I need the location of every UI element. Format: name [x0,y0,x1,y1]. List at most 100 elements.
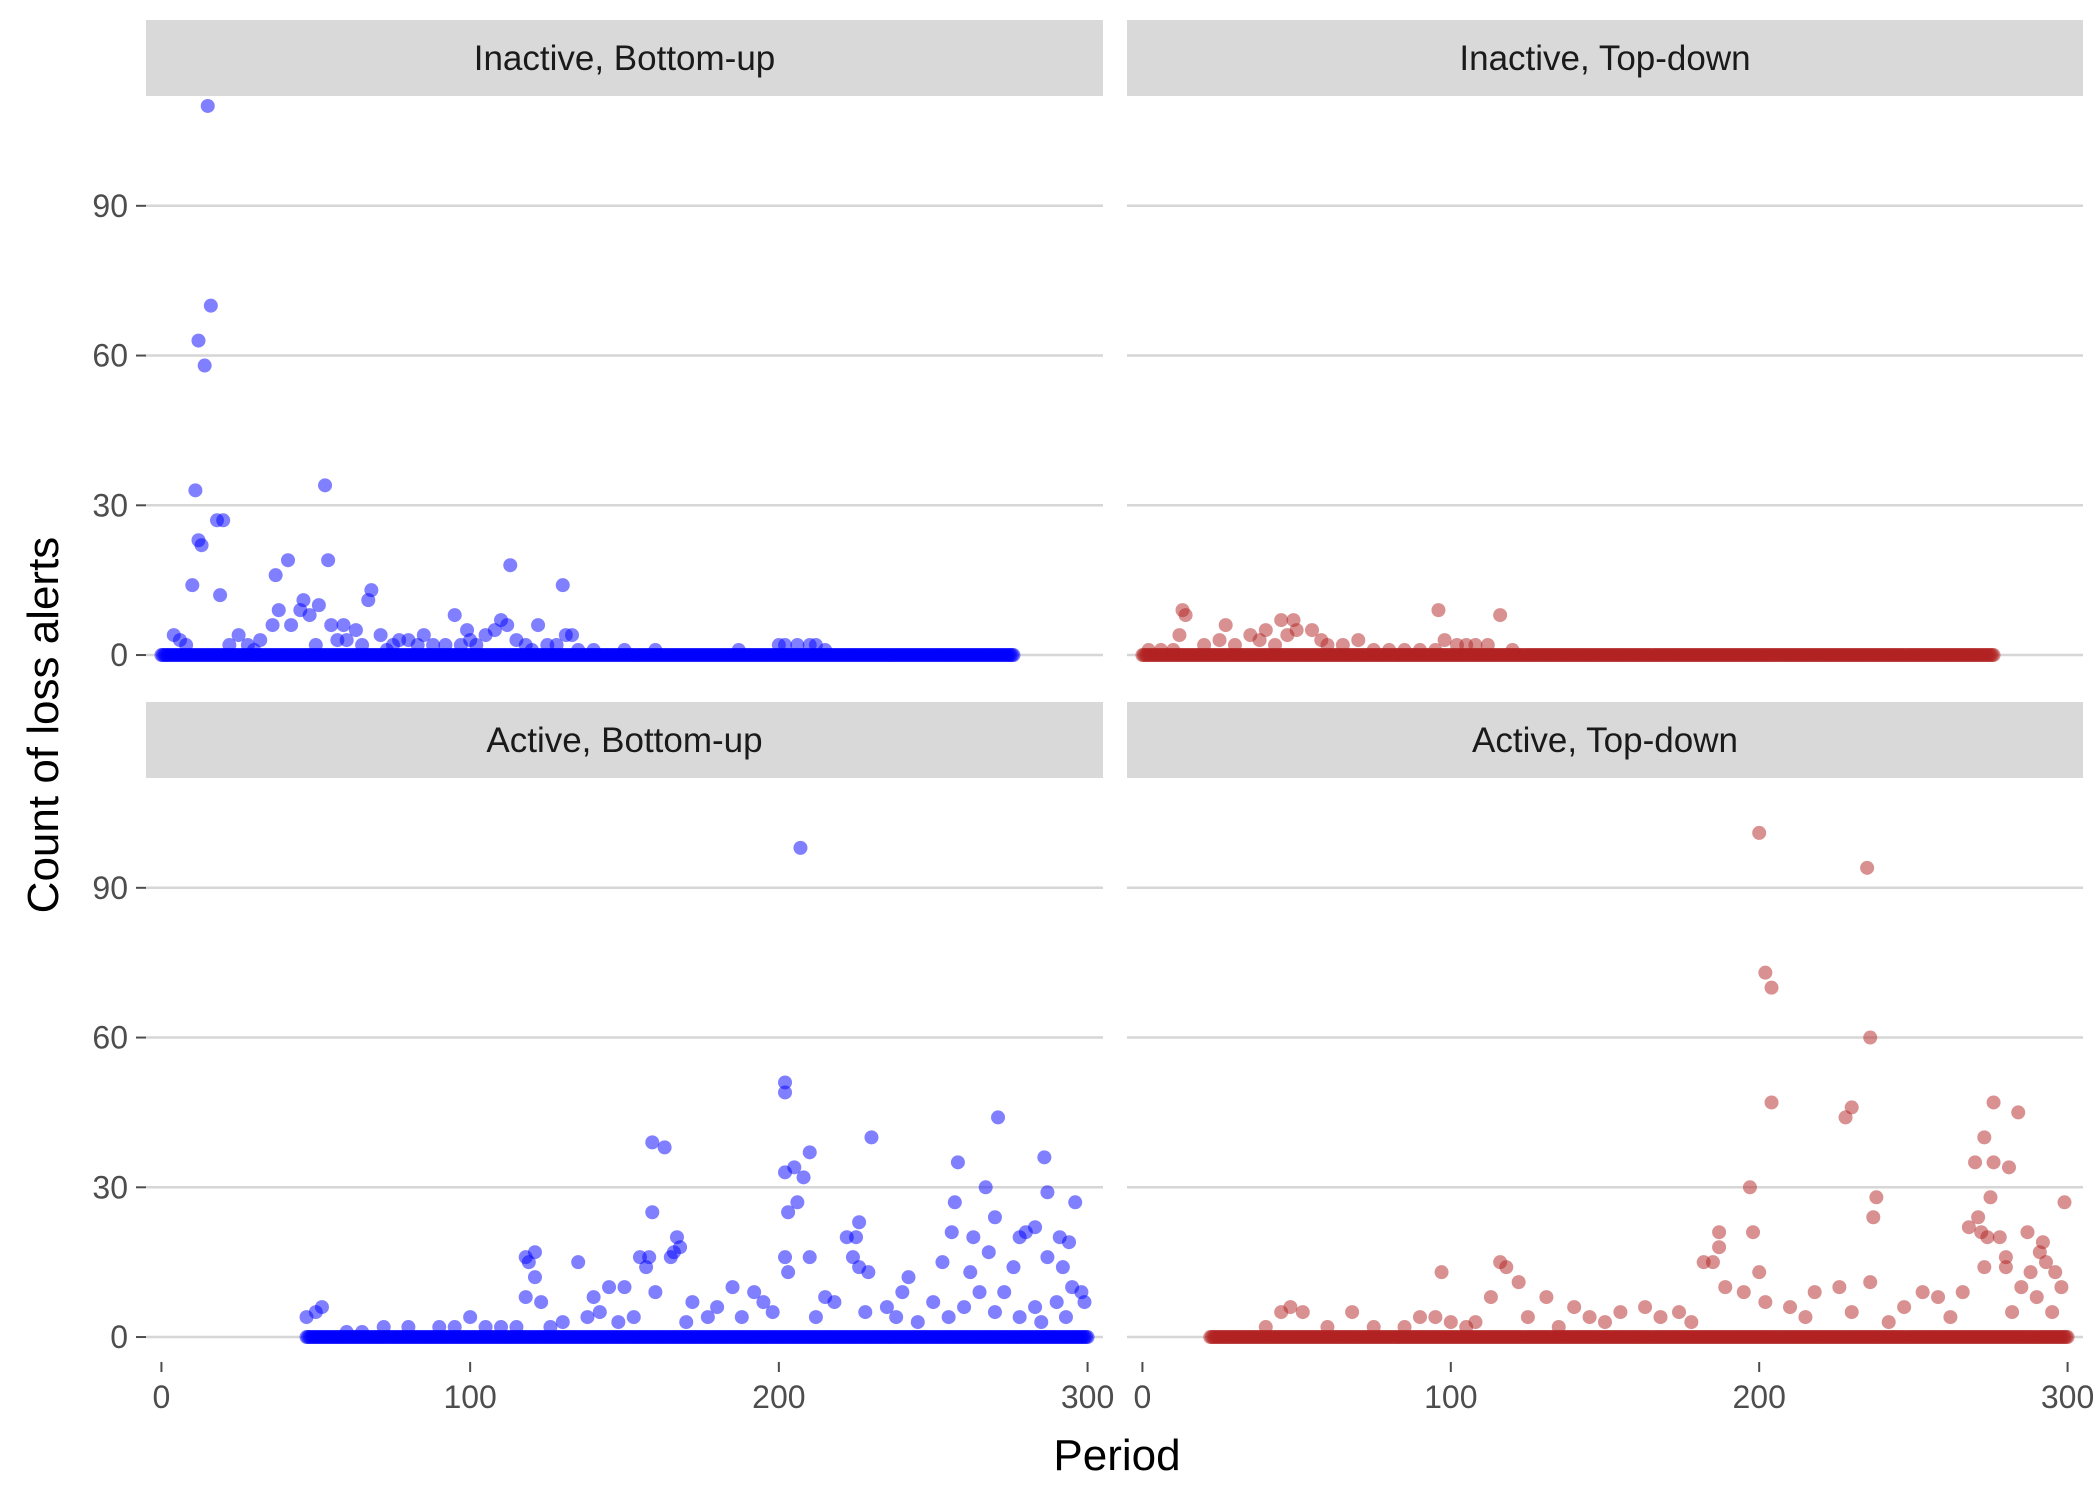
data-point [1153,643,1168,658]
data-point [808,1310,823,1325]
data-point [1034,1315,1049,1330]
data-point [1314,633,1329,648]
data-point [2020,1225,2035,1240]
data-point [648,1285,663,1300]
data-point [281,553,296,568]
data-point [586,643,601,658]
data-point [858,1305,873,1320]
data-point [778,1165,793,1180]
data-point [901,1270,916,1285]
data-point [1653,1310,1668,1325]
data-point [521,1255,536,1270]
data-point [324,618,339,633]
data-point [1712,1225,1727,1240]
x-tick-label: 0 [153,1379,171,1415]
data-point [2001,1160,2016,1175]
data-point [827,1295,842,1310]
data-point [1437,633,1452,648]
x-tick-label: 200 [752,1379,805,1415]
data-point [1567,1300,1582,1315]
data-point [747,1285,762,1300]
data-point [1412,1310,1427,1325]
data-point [1434,1265,1449,1280]
data-point [1672,1305,1687,1320]
data-point [793,840,808,855]
data-point [348,623,363,638]
data-point [1955,1285,1970,1300]
data-point [478,1320,493,1335]
data-point [534,1295,549,1310]
facet-strip [1127,702,2083,778]
data-point [336,618,351,633]
data-point [203,298,218,313]
data-point [645,1205,660,1220]
data-point [790,1195,805,1210]
data-point [216,513,231,528]
data-point [565,628,580,643]
data-point [926,1295,941,1310]
data-point [509,1320,524,1335]
data-point [527,1270,542,1285]
data-point [611,1315,626,1330]
data-point [447,608,462,623]
data-point [1166,643,1181,658]
data-point [1218,618,1233,633]
data-point [1998,1260,2013,1275]
data-point [361,593,376,608]
data-point [756,1295,771,1310]
data-point [1998,1250,2013,1265]
data-point [188,483,203,498]
data-point [1736,1285,1751,1300]
data-point [1283,1300,1298,1315]
data-point [1977,1260,1992,1275]
data-point [1752,825,1767,840]
data-point [200,98,215,113]
y-tick-label: 30 [92,487,128,523]
data-point [1227,638,1242,653]
data-point [463,1310,478,1325]
data-point [1006,648,1021,663]
data-point [802,1145,817,1160]
data-point [1897,1300,1912,1315]
data-point [1037,1150,1052,1165]
data-point [311,598,326,613]
data-point [1366,1320,1381,1335]
data-point [1915,1285,1930,1300]
data-point [895,1285,910,1300]
data-point [889,1310,904,1325]
data-point [935,1255,950,1270]
data-point [1863,1030,1878,1045]
data-point [1012,1310,1027,1325]
data-point [1539,1290,1554,1305]
data-point [963,1265,978,1280]
data-point [503,558,518,573]
data-point [518,1290,533,1305]
data-point [626,1310,641,1325]
data-point [1684,1315,1699,1330]
data-point [1844,1100,1859,1115]
data-point [991,1110,1006,1125]
data-point [253,633,268,648]
data-point [685,1295,700,1310]
data-point [2057,1195,2072,1210]
facet-strip-label: Inactive, Top-down [1459,39,1750,78]
data-point [1866,1210,1881,1225]
data-point [1397,1320,1412,1335]
data-point [194,538,209,553]
data-point [1428,1310,1443,1325]
data-point [1428,643,1443,658]
data-point [531,618,546,633]
data-point [586,1290,601,1305]
data-point [401,1320,416,1335]
data-point [1068,1195,1083,1210]
x-tick-label: 100 [1424,1379,1477,1415]
data-point [592,1305,607,1320]
x-tick-label: 0 [1134,1379,1152,1415]
data-point [781,1205,796,1220]
data-point [1746,1225,1761,1240]
data-point [1062,1235,1077,1250]
data-point [1931,1290,1946,1305]
data-point [978,1180,993,1195]
data-point [1807,1285,1822,1300]
y-tick-label: 60 [92,338,128,374]
